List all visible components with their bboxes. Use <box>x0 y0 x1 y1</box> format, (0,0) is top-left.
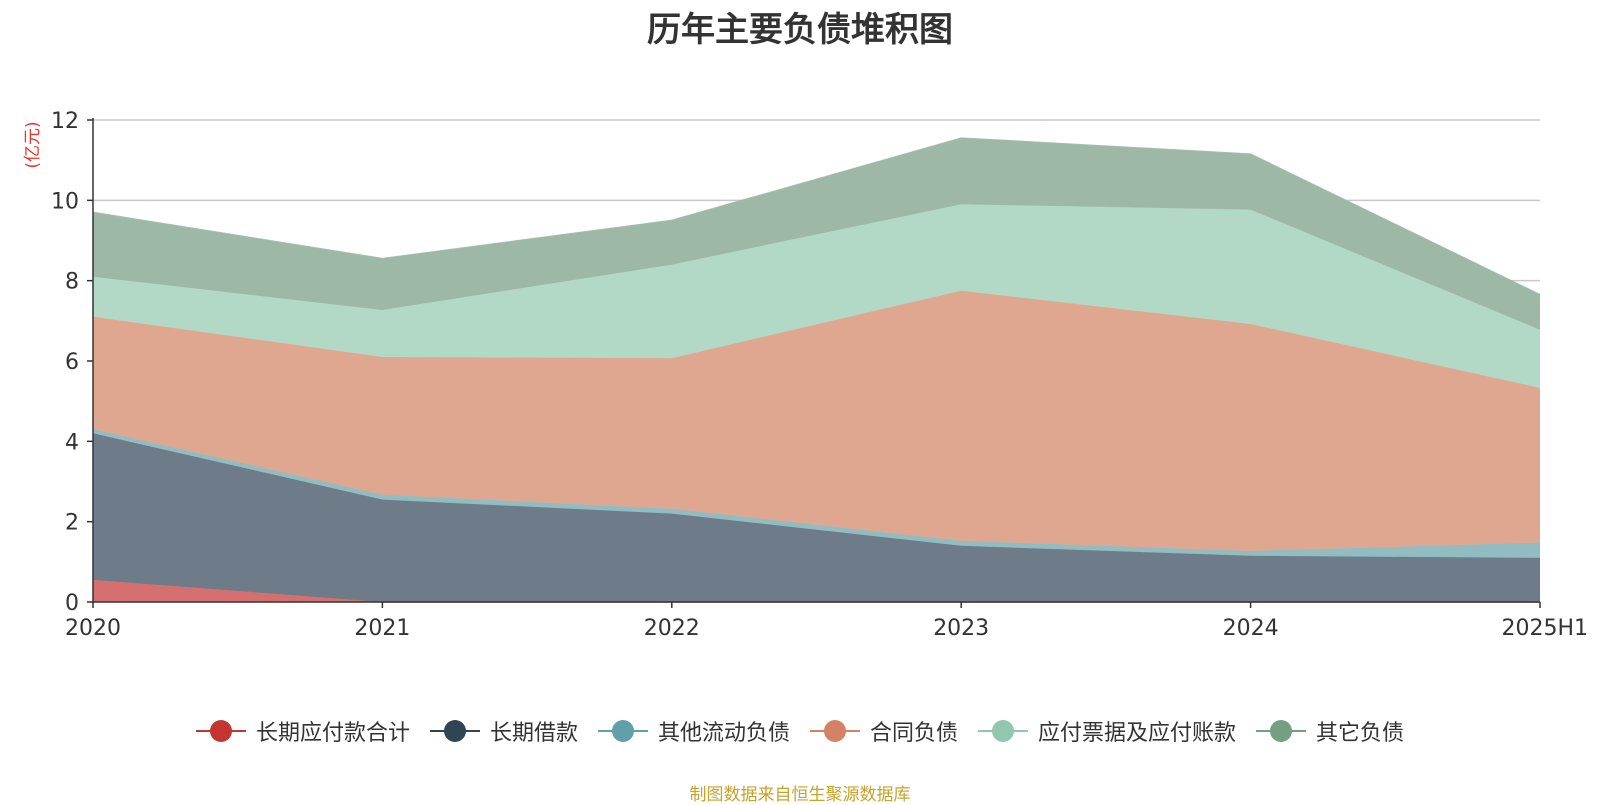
y-tick-label-6: 12 <box>51 109 79 134</box>
legend-item-2[interactable]: 其他流动负债 <box>597 715 790 747</box>
legend-marker-5 <box>1256 719 1307 743</box>
x-tick-label-1: 2021 <box>354 616 410 641</box>
y-tick-label-1: 2 <box>65 511 79 536</box>
legend-marker-2 <box>597 719 648 743</box>
y-axis-label: (亿元) <box>23 121 43 168</box>
legend-item-4[interactable]: 应付票据及应付账款 <box>978 715 1236 747</box>
series-line-5 <box>92 137 1541 296</box>
area-series-1 <box>93 433 1540 602</box>
area-series <box>92 137 1541 603</box>
legend-item-3[interactable]: 合同负债 <box>810 715 958 747</box>
legend-label-0: 长期应付款合计 <box>255 721 410 746</box>
y-tick-label-0: 0 <box>65 591 79 616</box>
y-tick-label-5: 10 <box>51 189 79 214</box>
legend-item-5[interactable]: 其它负债 <box>1256 715 1404 747</box>
legend-marker-3 <box>810 719 860 743</box>
x-tick-label-2: 2022 <box>644 616 700 641</box>
legend: 长期应付款合计 长期借款 其他流动负债 合同负债 应付票据及应付账款 其它负债 <box>0 715 1600 747</box>
x-tick-label-0: 2020 <box>65 616 121 641</box>
area-series-3 <box>93 290 1540 551</box>
axes: 0 2 4 6 8 10 12 2020 2021 2022 2023 2024 2025H1 <box>51 109 1588 641</box>
legend-marker-0 <box>195 719 246 743</box>
legend-label-1: 长期借款 <box>489 721 578 746</box>
chart-title: 历年主要负债堆积图 <box>647 10 953 50</box>
area-series-0 <box>93 579 1540 602</box>
legend-label-4: 应付票据及应付账款 <box>1038 721 1237 746</box>
legend-item-1[interactable]: 长期借款 <box>429 715 578 747</box>
y-tick-label-3: 6 <box>65 350 79 375</box>
x-tick-label-5: 2025H1 <box>1501 616 1588 641</box>
legend-label-2: 其他流动负债 <box>657 721 790 746</box>
y-tick-label-2: 4 <box>65 430 79 455</box>
x-tick-label-4: 2024 <box>1223 616 1279 641</box>
x-tick-label-3: 2023 <box>933 616 989 641</box>
area-series-4 <box>93 204 1540 388</box>
legend-label-5: 其它负债 <box>1316 721 1405 746</box>
legend-item-0[interactable]: 长期应付款合计 <box>195 715 410 747</box>
legend-marker-4 <box>978 719 1029 743</box>
y-tick-label-4: 8 <box>65 270 79 295</box>
area-series-5 <box>93 138 1540 330</box>
source-note: 制图数据来自恒生聚源数据库 <box>689 785 911 805</box>
legend-marker-1 <box>429 719 480 743</box>
legend-label-3: 合同负债 <box>870 721 959 746</box>
